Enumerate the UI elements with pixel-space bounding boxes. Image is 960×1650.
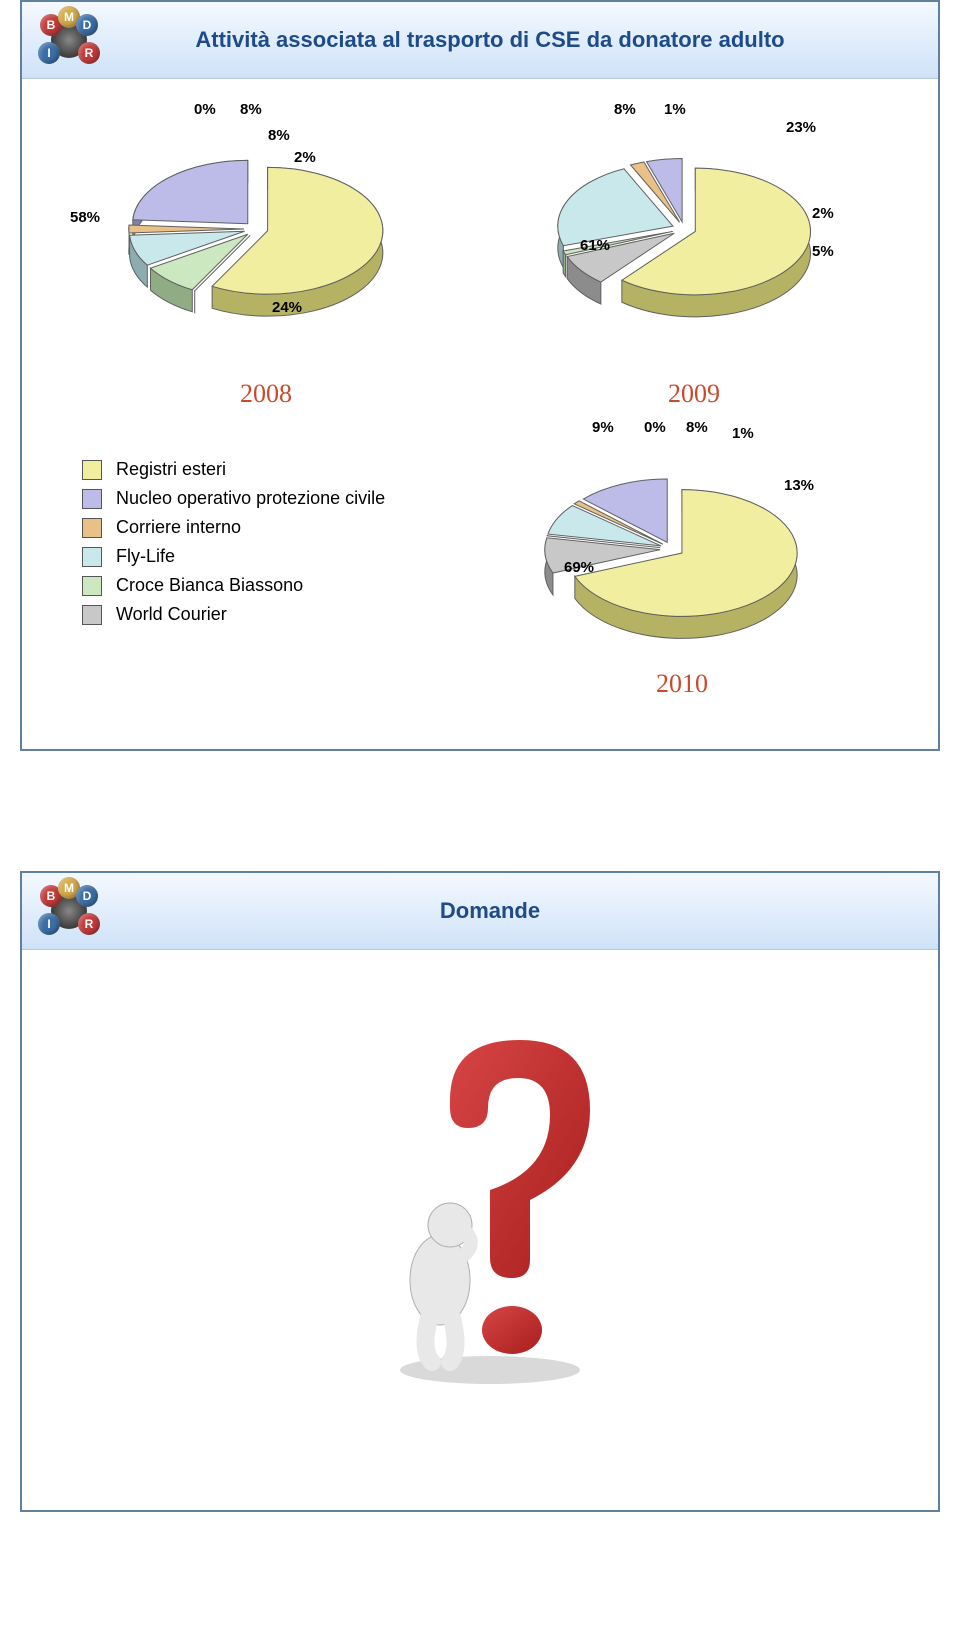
- legend-label: Fly-Life: [116, 546, 175, 567]
- legend-swatch: [82, 460, 102, 480]
- pct-label: 8%: [240, 101, 262, 118]
- legend-label: Corriere interno: [116, 517, 241, 538]
- top-chart-row: 58%0%8%8%2%24% 61%8%1%23%2%5%: [52, 99, 908, 359]
- legend-swatch: [82, 547, 102, 567]
- legend-label: Registri esteri: [116, 459, 226, 480]
- logo-ball-i: I: [38, 42, 60, 64]
- legend-swatch: [82, 518, 102, 538]
- slide-title: Domande: [124, 898, 856, 924]
- logo-ball-r: R: [78, 42, 100, 64]
- legend: Registri esteri Nucleo operativo protezio…: [52, 419, 492, 633]
- pct-label: 9%: [592, 419, 614, 436]
- pct-label: 5%: [812, 243, 834, 260]
- pie-2010-wrap: 69% 9% 0% 8% 1% 13% 2010: [492, 419, 872, 719]
- bottom-row: Registri esteri Nucleo operativo protezio…: [52, 419, 908, 719]
- legend-swatch: [82, 489, 102, 509]
- legend-item: Fly-Life: [82, 546, 492, 567]
- pct-label: 0%: [644, 419, 666, 436]
- logo-ball-d: D: [76, 14, 98, 36]
- logo-ibmdr: BMDIR: [34, 881, 104, 941]
- pct-label: 58%: [70, 209, 100, 226]
- legend-item: Croce Bianca Biassono: [82, 575, 492, 596]
- year-row: 2008 2009: [52, 379, 908, 409]
- pct-label: 8%: [614, 101, 636, 118]
- pie-2008: 58%0%8%8%2%24%: [76, 99, 456, 359]
- slide-body: [22, 950, 938, 1510]
- logo-ball-r: R: [78, 913, 100, 935]
- pct-label: 0%: [194, 101, 216, 118]
- pie-2010: 69% 9% 0% 8% 1% 13%: [492, 419, 852, 669]
- legend-label: World Courier: [116, 604, 227, 625]
- slide-body: 58%0%8%8%2%24% 61%8%1%23%2%5% 2008 2009 …: [22, 79, 938, 749]
- pie-2009: 61% 8% 1% 23% 2% 5%: [504, 99, 884, 359]
- pct-label: 24%: [272, 299, 302, 316]
- year-label-2010: 2010: [492, 669, 872, 699]
- legend-item: World Courier: [82, 604, 492, 625]
- question-svg: [340, 1030, 620, 1390]
- legend-item: Registri esteri: [82, 459, 492, 480]
- slide-title: Attività associata al trasporto di CSE d…: [124, 27, 856, 53]
- year-label-2009: 2009: [504, 379, 884, 409]
- pct-label: 13%: [784, 477, 814, 494]
- question-graphic: [340, 1030, 620, 1390]
- pie-svg: [492, 419, 852, 659]
- pct-label: 2%: [812, 205, 834, 222]
- legend-label: Nucleo operativo protezione civile: [116, 488, 385, 509]
- pct-label: 8%: [268, 127, 290, 144]
- logo-ball-d: D: [76, 885, 98, 907]
- slide-header: BMDIR Attività associata al trasporto di…: [22, 2, 938, 79]
- logo-ibmdr: BMDIR: [34, 10, 104, 70]
- legend-item: Nucleo operativo protezione civile: [82, 488, 492, 509]
- pct-label: 1%: [664, 101, 686, 118]
- year-label-2008: 2008: [76, 379, 456, 409]
- pie-svg: [76, 99, 436, 339]
- logo-ball-i: I: [38, 913, 60, 935]
- pct-label: 2%: [294, 149, 316, 166]
- pct-label: 23%: [786, 119, 816, 136]
- legend-label: Croce Bianca Biassono: [116, 575, 303, 596]
- slide-1: BMDIR Attività associata al trasporto di…: [20, 0, 940, 751]
- legend-item: Corriere interno: [82, 517, 492, 538]
- pct-label: 1%: [732, 425, 754, 442]
- slide-header: BMDIR Domande: [22, 873, 938, 950]
- slide-2: BMDIR Domande: [20, 871, 940, 1512]
- pct-label: 69%: [564, 559, 594, 576]
- legend-swatch: [82, 576, 102, 596]
- legend-swatch: [82, 605, 102, 625]
- pct-label: 61%: [580, 237, 610, 254]
- pct-label: 8%: [686, 419, 708, 436]
